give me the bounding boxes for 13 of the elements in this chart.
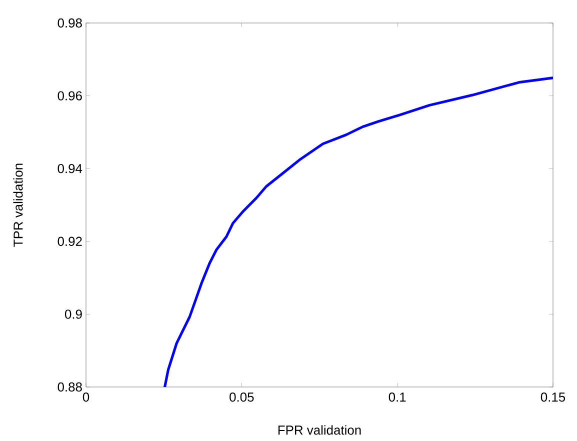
y-tick-label: 0.92 xyxy=(58,236,82,246)
y-tick-label: 0.9 xyxy=(64,310,82,319)
y-tick-label: 0.88 xyxy=(58,382,82,392)
x-tick-label: 0.15 xyxy=(540,392,566,402)
line-series xyxy=(163,76,554,387)
x-tick-label: 0 xyxy=(82,392,90,402)
y-tick-label: 0.96 xyxy=(58,91,82,100)
x-tick-label: 0.05 xyxy=(230,392,254,402)
y-tick-label: 0.94 xyxy=(58,164,82,174)
x-axis-title: FPR validation xyxy=(278,425,361,435)
y-axis-title: TPR validation xyxy=(13,164,23,247)
y-tick-label: 0.98 xyxy=(58,18,82,28)
x-tick-label: 0.1 xyxy=(388,392,406,402)
